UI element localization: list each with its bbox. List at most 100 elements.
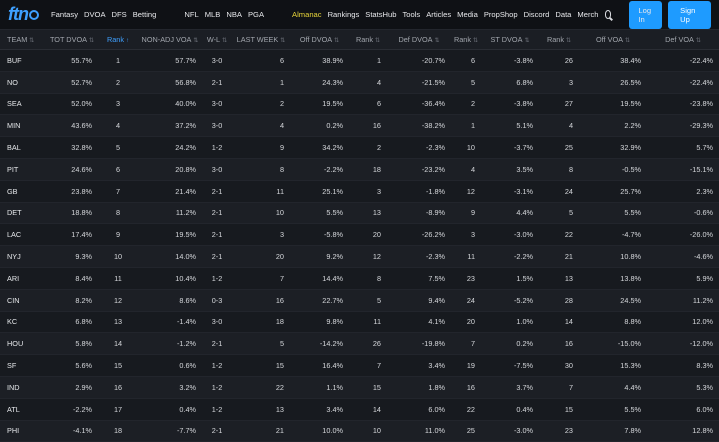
table-row[interactable]: MIN 43.6% 4 37.2% 3-0 4 0.2% 16 -38.2% 1 5.1% 4 2.2%… xyxy=(0,114,719,138)
col-header-last-week[interactable]: LAST WEEK ⇅ xyxy=(232,30,290,50)
data-cell: 9.8% xyxy=(290,311,349,334)
data-cell: 2-1 xyxy=(202,332,232,356)
team-cell[interactable]: IND xyxy=(0,376,46,399)
data-cell: 2-1 xyxy=(202,245,232,268)
col-header-off-rank[interactable]: Rank ⇅ xyxy=(349,30,387,50)
team-cell[interactable]: HOU xyxy=(0,332,46,356)
data-cell: 6.0% xyxy=(387,398,451,421)
nav-propshop[interactable]: PropShop xyxy=(483,10,518,19)
nav-dfs[interactable]: DFS xyxy=(111,10,127,19)
nav-media[interactable]: Media xyxy=(457,10,478,19)
team-cell[interactable]: ATL xyxy=(0,398,46,421)
col-header-non-adj-voa[interactable]: NON-ADJ VOA ⇅ xyxy=(138,30,202,50)
col-header-def-dvoa[interactable]: Def DVOA ⇅ xyxy=(387,30,451,50)
team-cell[interactable]: GB xyxy=(0,180,46,203)
data-cell: 2 xyxy=(98,71,138,94)
data-cell: -1.4% xyxy=(138,311,202,334)
signup-button[interactable]: Sign Up xyxy=(668,0,711,29)
nav-almanac[interactable]: Almanac xyxy=(292,10,322,19)
table-row[interactable]: NO 52.7% 2 56.8% 2-1 1 24.3% 4 -21.5% 5 6.8% 3 26.5%… xyxy=(0,71,719,94)
table-row[interactable]: DET 18.8% 8 11.2% 2-1 10 5.5% 13 -8.9% 9 4.4% 5 5.5%… xyxy=(0,202,719,225)
search-icon[interactable] xyxy=(604,10,612,19)
table-row[interactable]: KC 6.8% 13 -1.4% 3-0 18 9.8% 11 4.1% 20 1.0% 14 8.8%… xyxy=(0,311,719,334)
col-header-off-voa[interactable]: Off VOA ⇅ xyxy=(579,30,647,50)
data-cell: 16 xyxy=(98,376,138,399)
team-cell[interactable]: SF xyxy=(0,354,46,377)
nav-dvoa[interactable]: DVOA xyxy=(84,10,106,19)
col-header-def-rank[interactable]: Rank ⇅ xyxy=(451,30,481,50)
data-cell: 30 xyxy=(539,354,579,377)
team-cell[interactable]: SEA xyxy=(0,93,46,116)
col-header-label: ST DVOA xyxy=(490,35,523,44)
data-cell: 4.1% xyxy=(387,311,451,334)
table-row[interactable]: ATL -2.2% 17 0.4% 1-2 13 3.4% 14 6.0% 22 0.4% 15 5.5… xyxy=(0,398,719,421)
table-row[interactable]: SEA 52.0% 3 40.0% 3-0 2 19.5% 6 -36.4% 2 -3.8% 27 19… xyxy=(0,93,719,116)
data-cell: -29.3% xyxy=(647,114,719,138)
col-header-rank[interactable]: Rank ↑ xyxy=(98,30,138,50)
data-cell: 18 xyxy=(98,420,138,442)
col-header-off-dvoa[interactable]: Off DVOA ⇅ xyxy=(290,30,349,50)
table-row[interactable]: LAC 17.4% 9 19.5% 2-1 3 -5.8% 20 -26.2% 3 -3.0% 22-… xyxy=(0,223,719,247)
nav-rankings[interactable]: Rankings xyxy=(327,10,360,19)
data-cell: 3-0 xyxy=(202,158,232,181)
team-cell[interactable]: ARI xyxy=(0,267,46,290)
col-header-w-l[interactable]: W-L ⇅ xyxy=(202,30,232,50)
nav-nfl[interactable]: NFL xyxy=(184,10,199,19)
team-cell[interactable]: KC xyxy=(0,311,46,334)
data-cell: 2 xyxy=(232,93,290,116)
data-cell: 3-0 xyxy=(202,311,232,334)
table-row[interactable]: PHI -4.1% 18 -7.7% 2-1 21 10.0% 10 11.0% 25 -3.0% 2… xyxy=(0,420,719,442)
login-button[interactable]: Log In xyxy=(629,0,663,29)
team-cell[interactable]: BUF xyxy=(0,49,46,72)
nav-merch[interactable]: Merch xyxy=(577,10,599,19)
nav-nba[interactable]: NBA xyxy=(226,10,242,19)
data-cell: 5.5% xyxy=(579,202,647,225)
data-cell: 19.5% xyxy=(138,223,202,247)
data-cell: 14.0% xyxy=(138,245,202,268)
table-row[interactable]: GB 23.8% 7 21.4% 2-1 11 25.1% 3 -1.8% 12 -3.1% 24 25… xyxy=(0,180,719,203)
team-cell[interactable]: MIN xyxy=(0,114,46,138)
data-cell: -2.2% xyxy=(290,158,349,181)
data-cell: 9.4% xyxy=(387,289,451,312)
table-row[interactable]: HOU 5.8% 14 -1.2% 2-1 5 -14.2% 26 -19.8% 7 0.2% 16-… xyxy=(0,332,719,356)
table-row[interactable]: ARI 8.4% 11 10.4% 1-2 7 14.4% 8 7.5% 23 1.5% 13 13.8… xyxy=(0,267,719,290)
team-cell[interactable]: PIT xyxy=(0,158,46,181)
team-cell[interactable]: CIN xyxy=(0,289,46,312)
table-row[interactable]: IND 2.9% 16 3.2% 1-2 22 1.1% 15 1.8% 16 3.7% 7 4.4% 5… xyxy=(0,376,719,399)
team-cell[interactable]: NYJ xyxy=(0,245,46,268)
team-cell[interactable]: NO xyxy=(0,71,46,94)
col-header-label: LAST WEEK xyxy=(236,35,279,44)
data-cell: 5.8% xyxy=(46,332,98,356)
col-header-team[interactable]: TEAM ⇅ xyxy=(0,30,46,50)
ftn-logo[interactable]: ftn xyxy=(8,4,39,25)
table-row[interactable]: BUF 55.7% 1 57.7% 3-0 6 38.9% 1 -20.7% 6 -3.8% 26 38… xyxy=(0,49,719,72)
data-cell: 11 xyxy=(451,245,481,268)
nav-pga[interactable]: PGA xyxy=(247,10,265,19)
col-header-st-dvoa[interactable]: ST DVOA ⇅ xyxy=(481,30,539,50)
nav-articles[interactable]: Articles xyxy=(426,10,452,19)
data-cell: 26 xyxy=(539,49,579,72)
team-cell[interactable]: BAL xyxy=(0,136,46,159)
team-cell[interactable]: LAC xyxy=(0,223,46,247)
nav-betting[interactable]: Betting xyxy=(132,10,157,19)
nav-statshub[interactable]: StatsHub xyxy=(365,10,397,19)
data-cell: 11.0% xyxy=(387,420,451,442)
data-cell: 3 xyxy=(539,71,579,94)
col-header-tot-dvoa[interactable]: TOT DVOA ⇅ xyxy=(46,30,98,50)
nav-discord[interactable]: Discord xyxy=(523,10,550,19)
table-row[interactable]: BAL 32.8% 5 24.2% 1-2 9 34.2% 2 -2.3% 10 -3.7% 25 32… xyxy=(0,136,719,159)
nav-mlb[interactable]: MLB xyxy=(204,10,221,19)
col-header-def-voa[interactable]: Def VOA ⇅ xyxy=(647,30,719,50)
table-row[interactable]: CIN 8.2% 12 8.6% 0-3 16 22.7% 5 9.4% 24 -5.2% 28 24.… xyxy=(0,289,719,312)
team-cell[interactable]: DET xyxy=(0,202,46,225)
table-row[interactable]: SF 5.6% 15 0.6% 1-2 15 16.4% 7 3.4% 19 -7.5% 30 15.3… xyxy=(0,354,719,377)
nav-data[interactable]: Data xyxy=(555,10,572,19)
table-row[interactable]: PIT 24.6% 6 20.8% 3-0 8 -2.2% 18 -23.2% 4 3.5% 8 -0.… xyxy=(0,158,719,181)
team-cell[interactable]: PHI xyxy=(0,420,46,442)
col-header-st-rank[interactable]: Rank ⇅ xyxy=(539,30,579,50)
data-cell: -3.7% xyxy=(481,136,539,159)
nav-fantasy[interactable]: Fantasy xyxy=(50,10,78,19)
nav-tools[interactable]: Tools xyxy=(402,10,421,19)
data-cell: 12.8% xyxy=(647,420,719,442)
table-row[interactable]: NYJ 9.3% 10 14.0% 2-1 20 9.2% 12 -2.3% 11 -2.2% 21 1… xyxy=(0,245,719,268)
